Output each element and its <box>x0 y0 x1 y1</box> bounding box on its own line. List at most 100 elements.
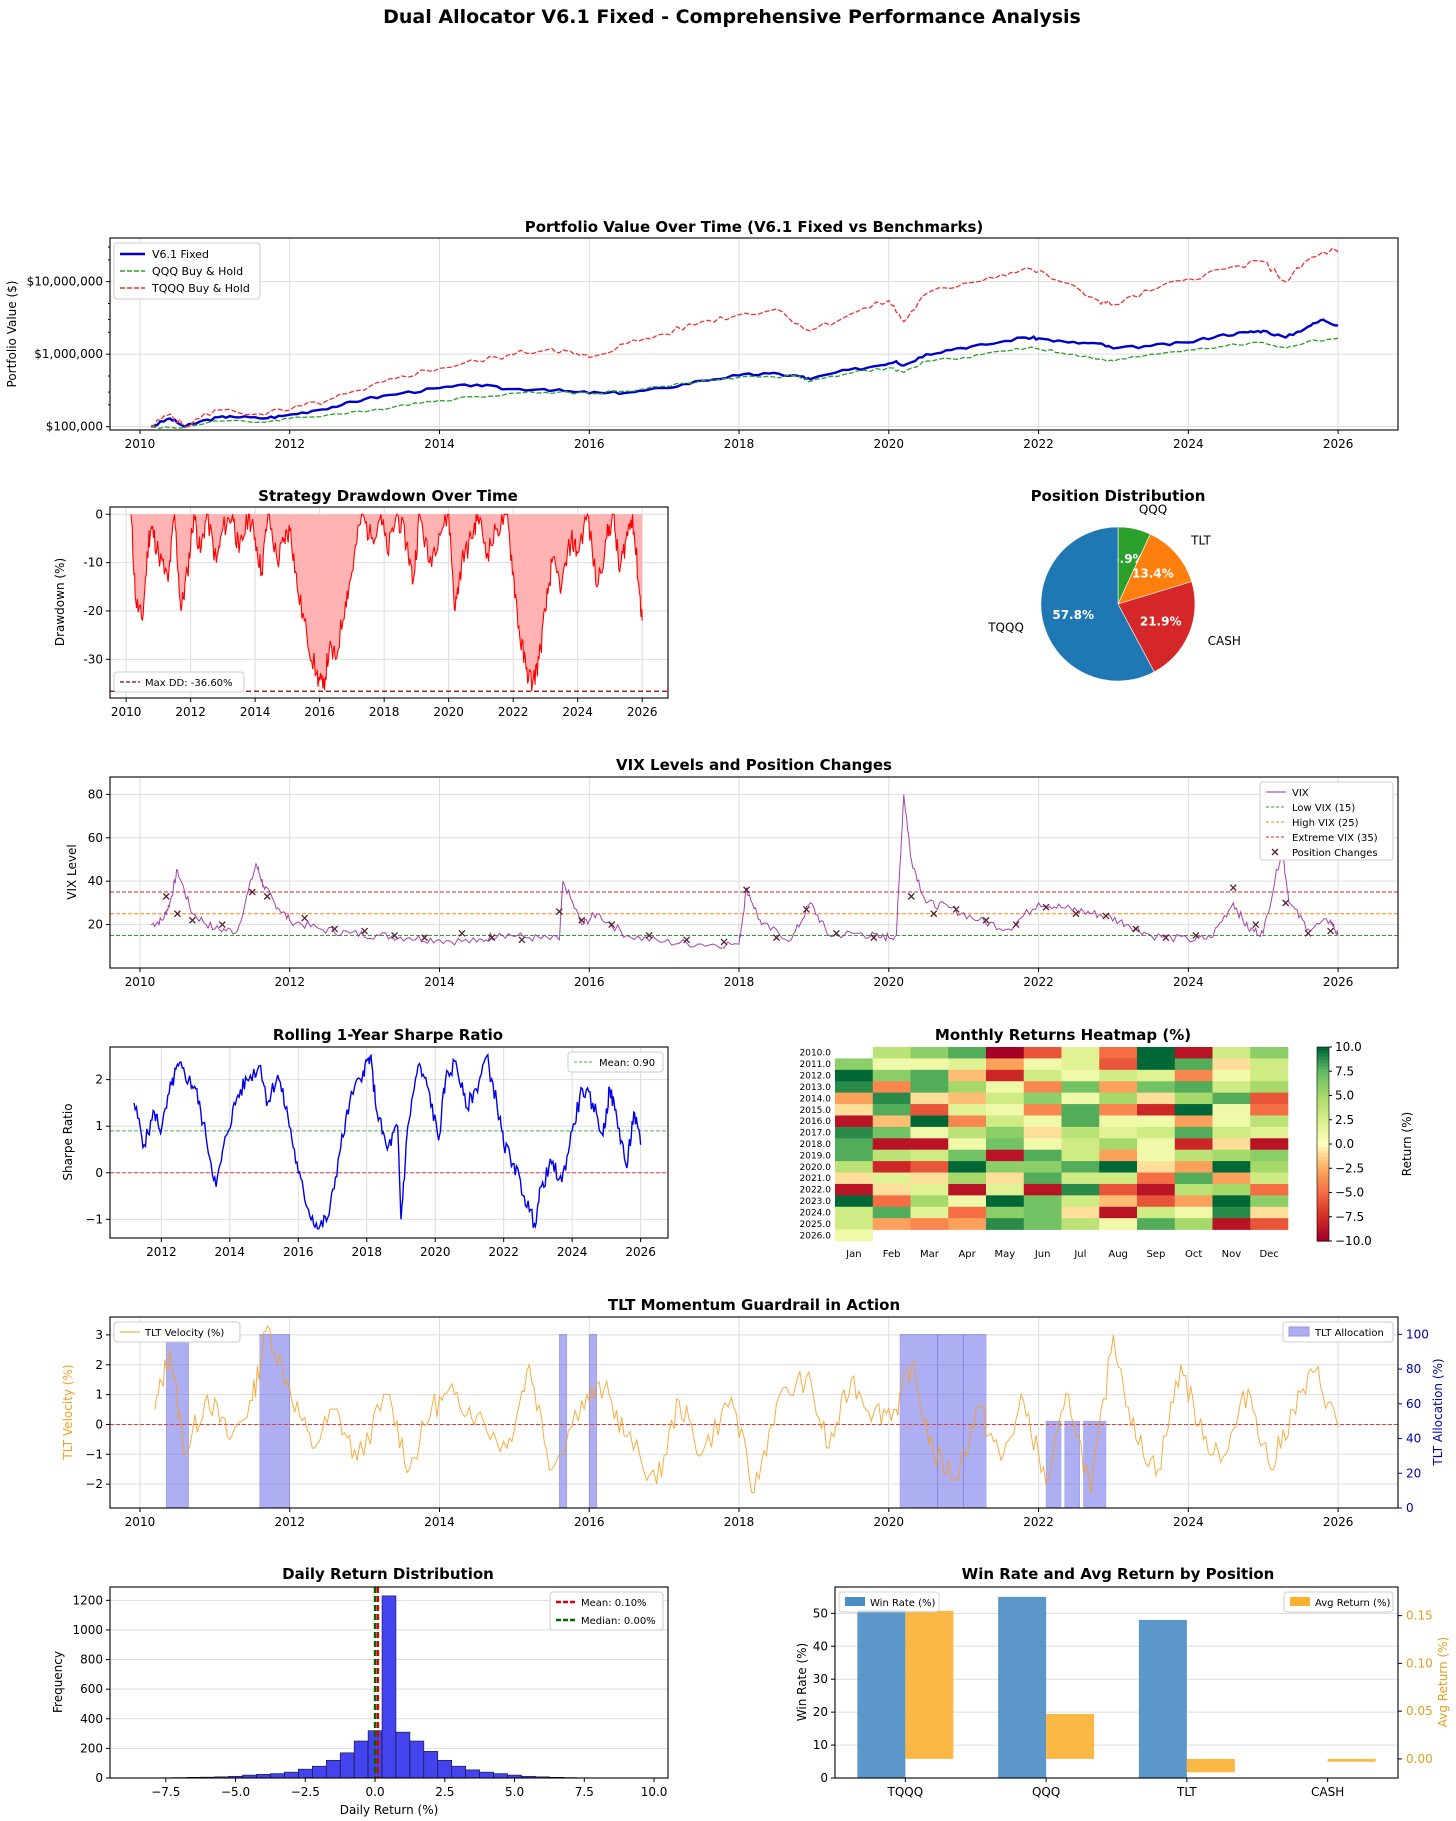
colorbar-segment <box>1317 1195 1329 1200</box>
heatmap-cell <box>1250 1138 1289 1151</box>
colorbar-segment <box>1317 1092 1329 1097</box>
heatmap-cell <box>1174 1206 1213 1219</box>
winrate-plot: 0 10 20 30 40 50 0.00 0.05 0.10 0.15 Win Rate (%) A… <box>795 1586 1450 1799</box>
y-tick-label: 1 <box>95 1388 103 1402</box>
heatmap-year-label: 2023.0 <box>800 1197 832 1207</box>
position-change-marker <box>188 916 196 924</box>
y-right-tick-label: 0.00 <box>1406 1752 1433 1766</box>
histogram-bar <box>493 1773 508 1779</box>
heatmap-cell <box>1174 1081 1213 1093</box>
legend-label: Low VIX (15) <box>1292 803 1355 814</box>
heatmap-cell <box>1250 1218 1289 1230</box>
x-tick-label: 2012 <box>274 1515 305 1529</box>
legend-label: Position Changes <box>1292 848 1378 859</box>
legend-box <box>1259 781 1394 861</box>
axes-frame <box>109 1046 669 1239</box>
heatmap-year-label: 2017.0 <box>800 1129 832 1139</box>
heatmap-cell <box>1212 1092 1251 1105</box>
heatmap-cell <box>948 1092 987 1105</box>
heatmap-cell <box>1174 1161 1213 1173</box>
win-rate-bar <box>857 1610 906 1778</box>
colorbar-segment <box>1317 1118 1329 1122</box>
colorbar-segment <box>1317 1111 1329 1116</box>
y-tick-label: 20 <box>88 918 103 932</box>
heatmap-cell <box>1212 1047 1251 1059</box>
heatmap-cell <box>1212 1149 1251 1162</box>
heatmap-month-label: Feb <box>883 1249 901 1260</box>
heatmap-cell <box>835 1161 874 1173</box>
histogram-bar <box>409 1740 425 1779</box>
heatmap-cell <box>872 1058 911 1071</box>
heatmap-cell <box>986 1172 1025 1185</box>
drawdown-line <box>130 512 643 692</box>
position-change-marker <box>645 931 653 939</box>
colorbar-tick-label: 2.5 <box>1335 1113 1354 1127</box>
legend-box <box>113 242 261 300</box>
position-change-marker <box>1192 931 1200 939</box>
heatmap-cell <box>910 1183 949 1196</box>
position-change-marker <box>331 925 339 933</box>
x-tick-label: 2016 <box>574 437 605 451</box>
portfolio-plot: 2010 2012 2014 2016 2018 2020 2022 2024 2026 $100… <box>5 237 1399 451</box>
heatmap-cell <box>1023 1058 1062 1071</box>
heatmap-cell <box>1212 1172 1251 1185</box>
heatmap-cell <box>872 1081 911 1093</box>
colorbar-tick-label: 5.0 <box>1335 1089 1354 1103</box>
histogram-title: Daily Return Distribution <box>282 1565 494 1583</box>
pie-slice <box>1040 526 1155 682</box>
position-change-marker <box>907 892 915 900</box>
heatmap-cell <box>872 1218 911 1230</box>
heatmap-cell <box>1099 1047 1138 1059</box>
x-tick-label: 2026 <box>625 1245 656 1259</box>
position-change-marker <box>832 929 840 937</box>
colorbar-segment <box>1317 1105 1329 1110</box>
heatmap-panel: Monthly Returns Heatmap (%) 2010.02011.0… <box>800 1026 1415 1260</box>
heatmap-cell <box>1212 1104 1251 1116</box>
position-change-marker <box>1304 929 1312 937</box>
heatmap-cell <box>835 1104 874 1116</box>
heatmap-cell <box>1250 1058 1289 1071</box>
tlt-allocation-bar <box>559 1334 568 1509</box>
legend-label: V6.1 Fixed <box>152 248 209 261</box>
heatmap-cell <box>1023 1195 1062 1208</box>
vix-panel: VIX Levels and Position Changes 2010 2012… <box>65 756 1399 989</box>
x-tick-label: −5.0 <box>221 1785 250 1799</box>
heatmap-cell <box>872 1069 911 1082</box>
position-change-marker <box>720 938 728 946</box>
heatmap-cell <box>910 1104 949 1116</box>
y-tick-label: $10,000,000 <box>27 275 103 289</box>
y-axis-label: Sharpe Ratio <box>61 1103 75 1180</box>
heatmap-cell <box>1023 1069 1062 1082</box>
legend-box <box>567 1051 664 1073</box>
heatmap-cell <box>948 1058 987 1071</box>
heatmap-cell <box>1099 1058 1138 1071</box>
heatmap-cell <box>835 1172 874 1185</box>
heatmap-cell <box>1023 1081 1062 1093</box>
tlt-allocation-bar <box>1064 1420 1080 1509</box>
heatmap-cell <box>986 1161 1025 1173</box>
heatmap-cell <box>835 1229 874 1242</box>
heatmap-cell <box>948 1183 987 1196</box>
heatmap-cell <box>1174 1183 1213 1196</box>
heatmap-cell <box>872 1104 911 1116</box>
winrate-title: Win Rate and Avg Return by Position <box>962 1565 1275 1583</box>
heatmap-year-label: 2011.0 <box>800 1060 832 1070</box>
heatmap-year-label: 2025.0 <box>800 1220 832 1230</box>
heatmap-cell <box>835 1149 874 1162</box>
legend-swatch <box>845 1597 865 1606</box>
pie-pct-label: 13.4% <box>1132 567 1174 581</box>
axes-frame <box>834 1586 1399 1779</box>
x-tick-label: 2014 <box>240 705 271 719</box>
colorbar-segment <box>1317 1147 1329 1152</box>
heatmap-cell <box>1137 1058 1176 1071</box>
heatmap-cell <box>1061 1138 1100 1151</box>
tlt-plot: 2010 2012 2014 2016 2018 2020 2022 2024 2026−2−1… <box>61 1316 1445 1529</box>
colorbar-segment <box>1317 1189 1329 1194</box>
heatmap-month-label: Nov <box>1222 1249 1242 1260</box>
heatmap-cell <box>1061 1195 1100 1208</box>
colorbar-segment <box>1317 1053 1329 1058</box>
x-tick-label: 2018 <box>724 437 755 451</box>
heatmap-cell <box>948 1149 987 1162</box>
x-tick-label: 2018 <box>724 975 755 989</box>
heatmap-year-label: 2010.0 <box>800 1049 832 1059</box>
